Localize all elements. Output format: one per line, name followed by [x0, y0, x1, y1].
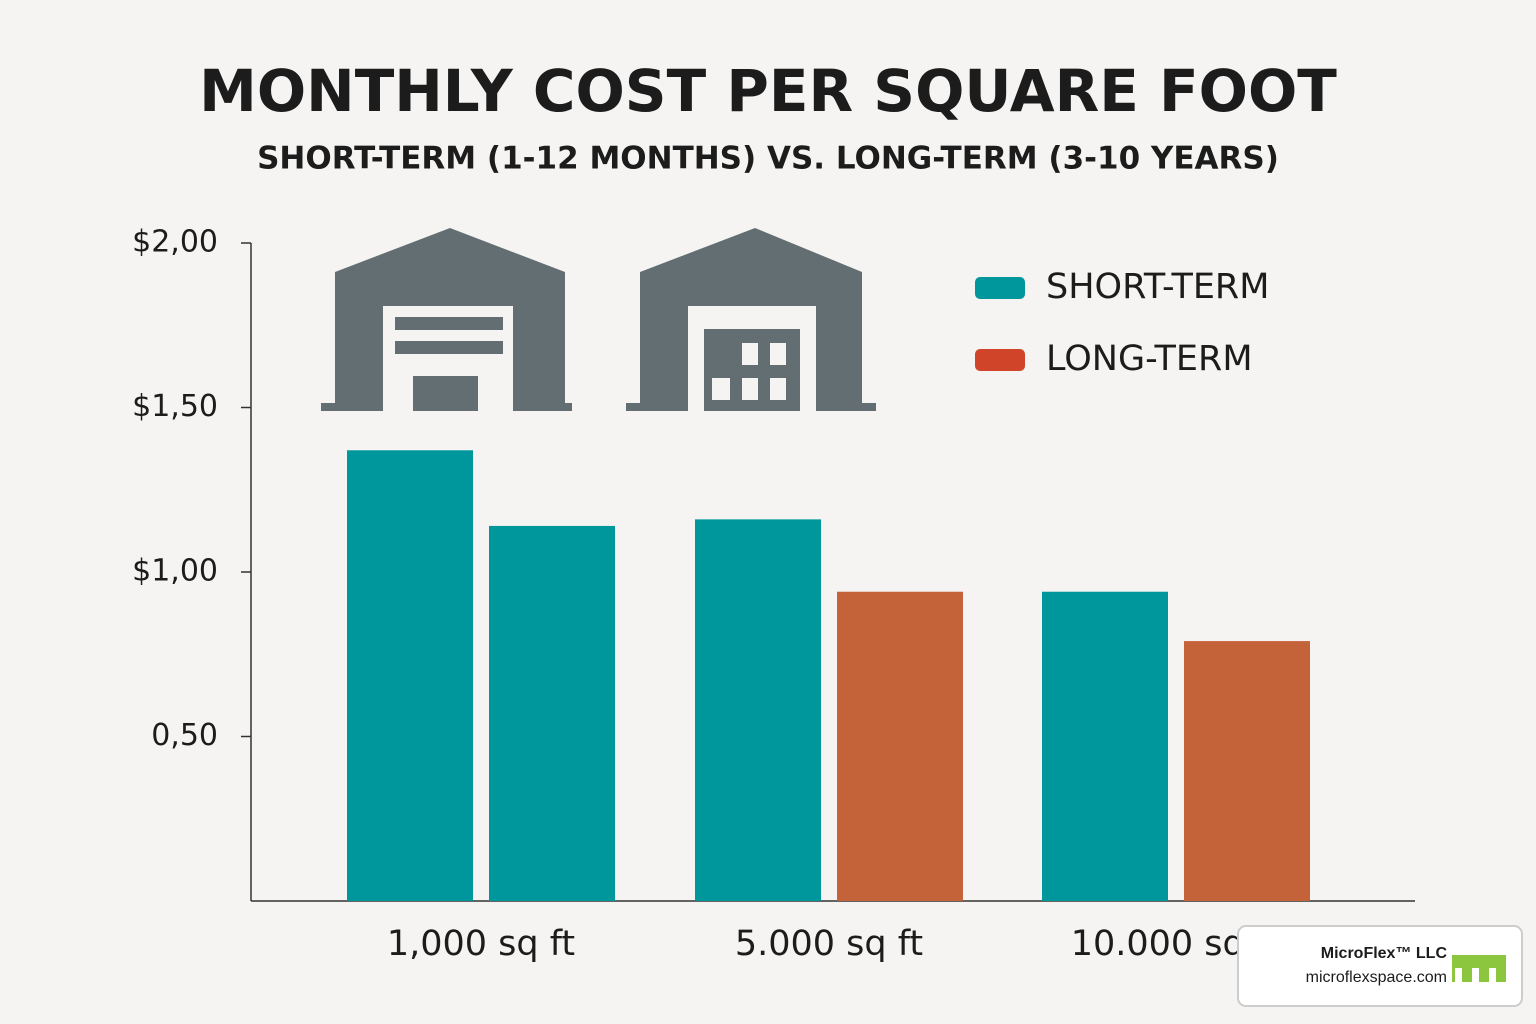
watermark-url: microflexspace.com: [1306, 969, 1447, 986]
bar: [695, 519, 821, 901]
watermark-company: MicroFlex™ LLC: [1321, 945, 1448, 962]
warehouse-icon: [321, 228, 572, 411]
chart-title: MONTHLY COST PER SQUARE FOOT: [199, 57, 1337, 125]
watermark-logo: [1452, 955, 1506, 982]
bar: [837, 591, 963, 901]
watermark-box: [1237, 925, 1523, 1007]
y-tick-label: 0,50: [151, 718, 218, 753]
y-tick-label: $2,00: [132, 225, 218, 260]
bar: [1042, 591, 1168, 901]
legend-swatch: [975, 277, 1025, 299]
bar: [347, 450, 473, 901]
bar: [489, 525, 615, 901]
chart-subtitle: SHORT-TERM (1-12 MONTHS) VS. LONG-TERM (…: [257, 141, 1279, 177]
watermark: MicroFlex™ LLC microflexspace.com: [1237, 925, 1523, 1007]
y-tick-label: $1,00: [132, 554, 218, 589]
legend-swatch: [975, 349, 1025, 371]
warehouse-icon: [626, 228, 876, 411]
x-tick-label: 1,000 sq ft: [387, 924, 575, 964]
legend-label: SHORT-TERM: [1046, 267, 1269, 307]
legend-label: LONG-TERM: [1046, 339, 1253, 379]
x-tick-label: 5.000 sq ft: [735, 924, 923, 964]
bar: [1184, 641, 1310, 901]
y-tick-label: $1,50: [132, 389, 218, 424]
